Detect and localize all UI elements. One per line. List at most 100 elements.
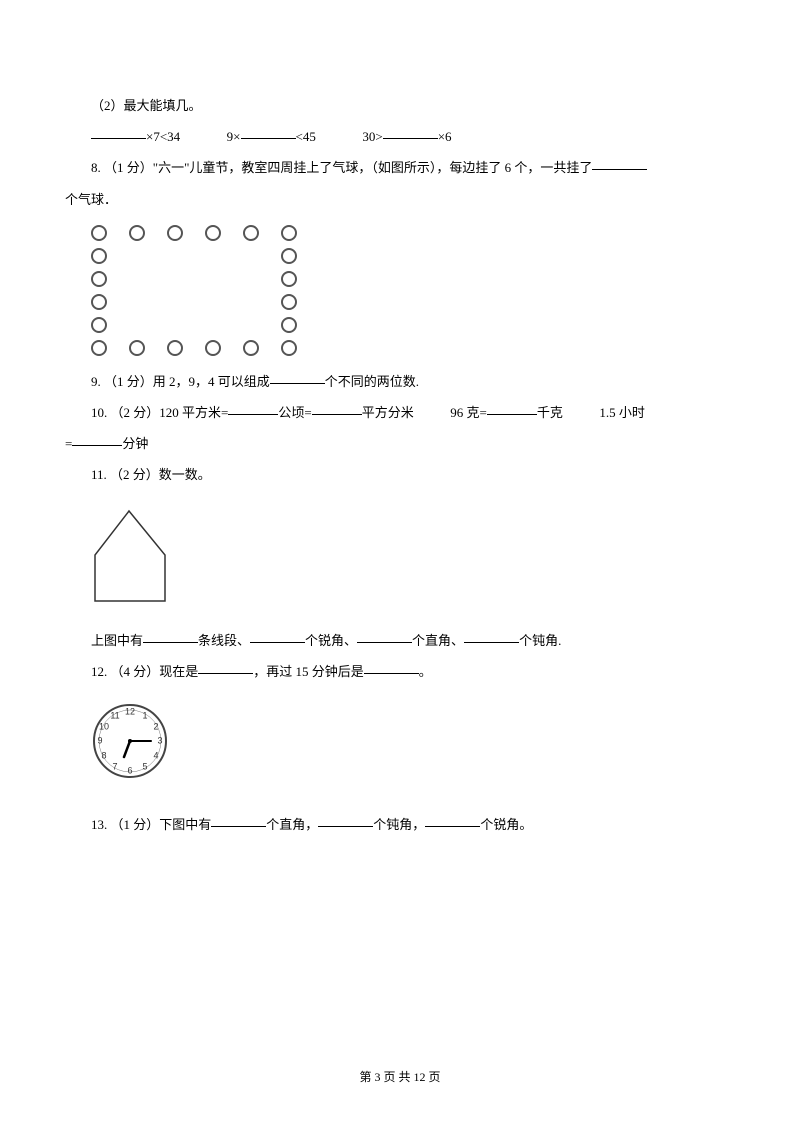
- q9-b: 个不同的两位数.: [325, 374, 419, 389]
- blank-q9[interactable]: [270, 370, 325, 384]
- balloon-circle: [91, 225, 107, 241]
- svg-text:11: 11: [110, 710, 119, 720]
- balloon-row: [91, 225, 735, 241]
- svg-text:5: 5: [142, 761, 147, 771]
- balloon-circle: [281, 248, 297, 264]
- q11f-d: 个直角、: [412, 633, 464, 648]
- q11f-e: 个钝角.: [519, 633, 561, 648]
- clock-svg: 12 1 2 3 4 5 6 7 8 9 10 11: [91, 702, 169, 780]
- q10-t4: 96 克=: [450, 405, 487, 420]
- svg-text:12: 12: [125, 706, 135, 716]
- blank-q7-3[interactable]: [383, 125, 438, 139]
- q11f-b: 条线段、: [198, 633, 250, 648]
- q13-line: 13. （1 分）下图中有个直角，个钝角，个锐角。: [65, 809, 735, 840]
- balloon-row: [91, 340, 735, 356]
- svg-text:7: 7: [112, 761, 117, 771]
- q10-num: 10.: [91, 405, 111, 420]
- q10-t5: 千克: [537, 405, 563, 420]
- blank-q11-2[interactable]: [250, 629, 305, 643]
- balloon-circle: [91, 317, 107, 333]
- q2-text: （2）最大能填几。: [91, 98, 202, 113]
- svg-text:3: 3: [157, 735, 162, 745]
- blank-q11-1[interactable]: [143, 629, 198, 643]
- blank-q12-2[interactable]: [364, 660, 419, 674]
- page-footer: 第 3 页 共 12 页: [0, 1063, 800, 1092]
- q12-pts: （4 分）: [111, 664, 160, 679]
- q11-text: 数一数。: [159, 467, 211, 482]
- balloon-circle: [281, 294, 297, 310]
- blank-q7-1[interactable]: [91, 125, 146, 139]
- blank-q11-3[interactable]: [357, 629, 412, 643]
- q11f-a: 上图中有: [91, 633, 143, 648]
- q11-num: 11.: [91, 467, 110, 482]
- blank-q13-3[interactable]: [425, 813, 480, 827]
- balloon-diagram: [91, 225, 735, 356]
- svg-text:2: 2: [153, 721, 158, 731]
- balloon-circle: [91, 271, 107, 287]
- q13-a: 下图中有: [159, 817, 211, 832]
- blank-q8[interactable]: [592, 156, 647, 170]
- q10-t1: 120 平方米=: [159, 405, 228, 420]
- q8-line2: 个气球．: [65, 184, 735, 215]
- q9-pts: （1 分）: [104, 374, 153, 389]
- svg-text:10: 10: [99, 721, 109, 731]
- q11-line: 11. （2 分）数一数。: [65, 459, 735, 490]
- q11-pts: （2 分）: [110, 467, 159, 482]
- balloon-row: [91, 271, 735, 287]
- balloon-circle: [281, 271, 297, 287]
- svg-text:1: 1: [142, 710, 147, 720]
- q8-a: "六一"儿童节，教室四周挂上了气球，（如图所示），每边挂了 6 个，一共挂了: [153, 160, 593, 175]
- q7-t1: ×7<34: [146, 129, 180, 144]
- balloon-circle: [167, 225, 183, 241]
- q13-pts: （1 分）: [111, 817, 160, 832]
- q13-b: 个直角，: [266, 817, 318, 832]
- q10-t7: =: [65, 436, 72, 451]
- blank-q13-2[interactable]: [318, 813, 373, 827]
- q11f-c: 个锐角、: [305, 633, 357, 648]
- q7-fill-line: ×7<34 9×<45 30>×6: [65, 121, 735, 152]
- q12-num: 12.: [91, 664, 111, 679]
- blank-q13-1[interactable]: [211, 813, 266, 827]
- balloon-circle: [243, 225, 259, 241]
- q8-pts: （1 分）: [104, 160, 153, 175]
- q12-c: 。: [419, 664, 432, 679]
- q10-pts: （2 分）: [111, 405, 160, 420]
- hour-hand: [124, 741, 130, 757]
- q12-line: 12. （4 分）现在是，再过 15 分钟后是。: [65, 656, 735, 687]
- footer-text: 第 3 页 共 12 页: [359, 1070, 440, 1084]
- q2-line: （2）最大能填几。: [65, 90, 735, 121]
- q12-a: 现在是: [159, 664, 198, 679]
- balloon-row: [91, 248, 735, 264]
- blank-q10-4[interactable]: [72, 432, 122, 446]
- q13-d: 个锐角。: [480, 817, 532, 832]
- q7-t2b: <45: [296, 129, 316, 144]
- svg-text:4: 4: [153, 750, 158, 760]
- q7-t3b: ×6: [438, 129, 452, 144]
- balloon-circle: [205, 225, 221, 241]
- balloon-circle: [281, 317, 297, 333]
- svg-text:6: 6: [127, 765, 132, 775]
- balloon-circle: [205, 340, 221, 356]
- blank-q12-1[interactable]: [198, 660, 253, 674]
- balloon-circle: [91, 340, 107, 356]
- balloon-row: [91, 294, 735, 310]
- svg-text:9: 9: [97, 735, 102, 745]
- clock-diagram: 12 1 2 3 4 5 6 7 8 9 10 11: [91, 702, 735, 791]
- blank-q10-1[interactable]: [228, 401, 278, 415]
- balloon-circle: [129, 340, 145, 356]
- q10-t2: 公顷=: [278, 405, 311, 420]
- q9-line: 9. （1 分）用 2，9，4 可以组成个不同的两位数.: [65, 366, 735, 397]
- q10-line: 10. （2 分）120 平方米=公顷=平方分米 96 克=千克 1.5 小时: [65, 397, 735, 428]
- blank-q10-3[interactable]: [487, 401, 537, 415]
- blank-q7-2[interactable]: [241, 125, 296, 139]
- q13-num: 13.: [91, 817, 111, 832]
- blank-q10-2[interactable]: [312, 401, 362, 415]
- balloon-circle: [91, 248, 107, 264]
- q10-t8: 分钟: [122, 436, 148, 451]
- blank-q11-4[interactable]: [464, 629, 519, 643]
- balloon-circle: [243, 340, 259, 356]
- q8-line: 8. （1 分）"六一"儿童节，教室四周挂上了气球，（如图所示），每边挂了 6 …: [65, 152, 735, 183]
- svg-text:8: 8: [101, 750, 106, 760]
- q9-a: 用 2，9，4 可以组成: [153, 374, 270, 389]
- balloon-circle: [281, 225, 297, 241]
